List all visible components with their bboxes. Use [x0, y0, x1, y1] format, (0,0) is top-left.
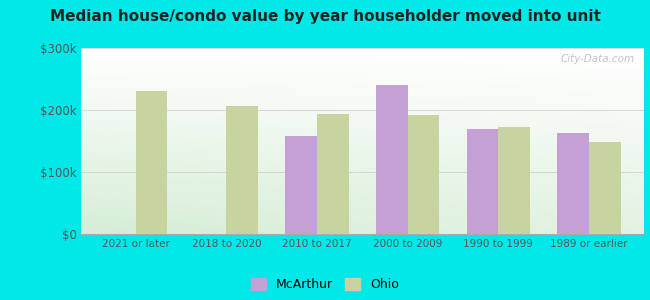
- Bar: [499, 128, 530, 234]
- Bar: [226, 106, 258, 234]
- Legend: McArthur, Ohio: McArthur, Ohio: [248, 276, 402, 294]
- Text: City-Data.com: City-Data.com: [561, 54, 635, 64]
- Bar: [376, 85, 408, 234]
- Bar: [285, 136, 317, 234]
- Bar: [317, 114, 349, 234]
- Text: Median house/condo value by year householder moved into unit: Median house/condo value by year househo…: [49, 9, 601, 24]
- Bar: [136, 92, 168, 234]
- Bar: [408, 115, 439, 234]
- Bar: [467, 129, 499, 234]
- Bar: [557, 133, 589, 234]
- Bar: [589, 142, 621, 234]
